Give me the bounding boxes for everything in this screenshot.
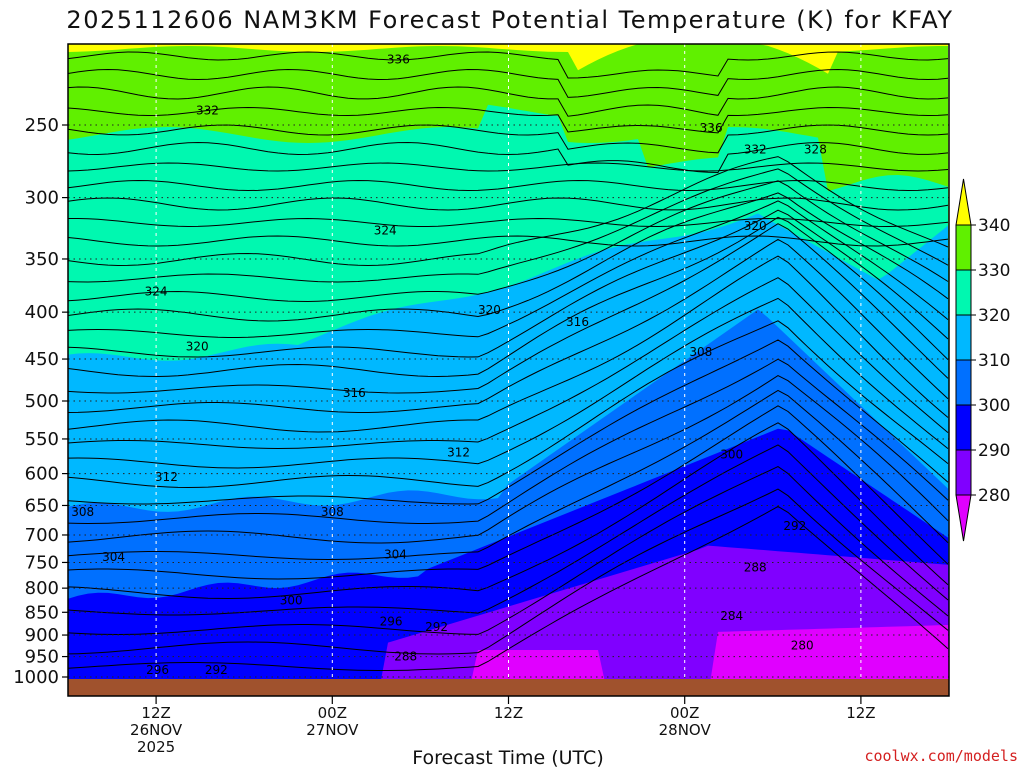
colorbar-tick-label: 300	[978, 396, 1010, 416]
x-tick-label: 12Z	[846, 704, 875, 722]
y-tick-label: 850	[25, 602, 59, 623]
contour-label: 336	[700, 121, 723, 135]
isentrope-line	[68, 156, 949, 267]
chart-title: 2025112606 NAM3KM Forecast Potential Tem…	[66, 6, 953, 34]
contour-label: 336	[387, 52, 410, 66]
contour-label: 300	[280, 593, 303, 607]
isentrope-line	[68, 179, 949, 192]
y-tick-label: 500	[25, 391, 59, 412]
y-tick-label: 950	[25, 647, 59, 668]
credit-text: coolwx.com/models	[864, 747, 1018, 765]
colorbar-tick-label: 280	[978, 486, 1010, 506]
x-tick-label: 27NOV	[306, 721, 359, 739]
x-tick-label: 2025	[137, 738, 175, 756]
grid-lines	[68, 44, 949, 696]
y-tick-label: 900	[25, 625, 59, 646]
colorbar-segment	[955, 494, 972, 542]
colorbar-segment	[955, 314, 972, 361]
y-tick-label: 600	[25, 464, 59, 485]
contour-label: 324	[374, 224, 397, 238]
colorbar-tick-label: 310	[978, 351, 1010, 371]
isentrope-line	[68, 216, 949, 378]
isentrope-line	[68, 106, 949, 134]
x-tick-label: 12Z	[141, 704, 170, 722]
isentrope-line	[68, 124, 949, 154]
isentrope-line	[68, 505, 949, 671]
x-tick-label: 00Z	[670, 704, 699, 722]
y-tick-label: 750	[25, 552, 59, 573]
contour-label: 316	[566, 315, 589, 329]
isentrope-line	[68, 358, 949, 525]
x-tick-label: 26NOV	[130, 721, 183, 739]
isentrope-line	[68, 255, 949, 433]
contour-label: 320	[478, 303, 501, 317]
colorbar-tick-label: 320	[978, 306, 1010, 326]
colorbar-segment	[955, 178, 972, 226]
y-tick-label: 400	[25, 302, 59, 323]
plot-area: 336 332 336 332 328 324 320 324 320 316 320 308 316 3…	[68, 44, 949, 696]
contour-labels: 336 332 336 332 328 324 320 324 320 316 320 308 316 3…	[71, 52, 827, 676]
contour-label: 304	[384, 547, 407, 561]
colorbar-segment	[955, 269, 972, 316]
y-tick-label: 350	[25, 249, 59, 270]
y-tick-label: 250	[25, 115, 59, 136]
contour-label: 320	[744, 219, 767, 233]
contour-label: 292	[783, 519, 806, 533]
colorbar-segment	[955, 449, 972, 496]
x-tick-label: 28NOV	[659, 721, 712, 739]
colorbar-segment	[955, 404, 972, 451]
colorbar-tick-label: 330	[978, 261, 1010, 281]
contour-label: 328	[804, 143, 827, 157]
isentrope-line	[68, 209, 949, 358]
contour-label: 320	[186, 339, 209, 353]
contour-label: 284	[720, 609, 743, 623]
y-tick-label: 1000	[13, 667, 59, 688]
x-tick-label: 00Z	[318, 704, 347, 722]
isentrope-line	[68, 168, 949, 283]
contour-label: 292	[425, 620, 448, 634]
isentrope-line	[68, 197, 949, 211]
colorbar-segment	[955, 359, 972, 406]
contour-label: 296	[380, 615, 403, 629]
contour-label: 312	[155, 470, 178, 484]
contour-label: 288	[394, 650, 417, 664]
y-axis: 2503003504004505005506006507007508008509…	[13, 115, 68, 688]
contour-label: 308	[689, 345, 712, 359]
y-tick-label: 650	[25, 495, 59, 516]
contour-label: 308	[71, 505, 94, 519]
y-tick-label: 450	[25, 349, 59, 370]
contour-label: 300	[720, 448, 743, 462]
contour-label: 280	[791, 639, 814, 653]
contour-label: 332	[744, 143, 767, 157]
contour-label: 304	[102, 550, 125, 564]
colorbar-segment	[955, 224, 972, 271]
isentrope-line	[68, 180, 949, 303]
y-tick-label: 800	[25, 578, 59, 599]
contour-label: 308	[321, 505, 344, 519]
colorbar-tick-label: 340	[978, 216, 1010, 236]
y-tick-label: 300	[25, 188, 59, 209]
contour-label: 288	[744, 561, 767, 575]
contour-label: 312	[447, 445, 470, 459]
contour-label: 316	[343, 386, 366, 400]
contour-label: 292	[205, 663, 228, 677]
isentrope-line	[68, 192, 949, 322]
x-tick-label: 12Z	[494, 704, 523, 722]
y-tick-label: 550	[25, 429, 59, 450]
colorbar-tick-label: 290	[978, 441, 1010, 461]
contour-label: 324	[145, 285, 168, 299]
isentrope-line	[68, 223, 949, 394]
isentrope-line	[68, 375, 949, 544]
y-tick-label: 700	[25, 525, 59, 546]
isentrope-line	[68, 141, 949, 174]
x-axis-label: Forecast Time (UTC)	[412, 747, 603, 768]
contour-label: 296	[146, 663, 169, 677]
colorbar: 280 290 300 310 320 330 340	[955, 178, 1010, 542]
ground-strip	[68, 679, 949, 696]
isentrope-line	[68, 235, 949, 247]
isentrope-line	[68, 277, 949, 450]
contour-label: 332	[196, 103, 219, 117]
